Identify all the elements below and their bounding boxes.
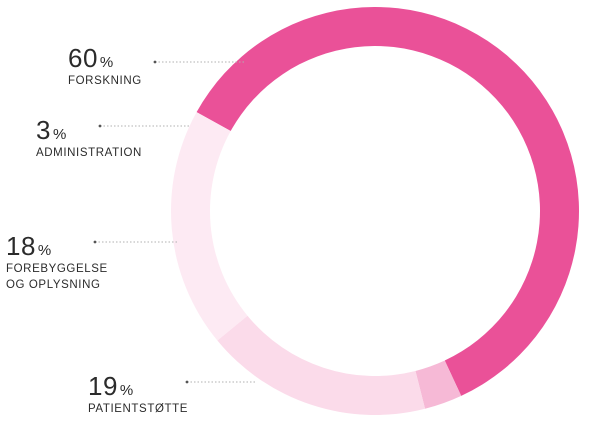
leader-dot-1	[98, 124, 102, 128]
slice-value: 3	[36, 115, 51, 145]
slice-label-forebyggelse: 18 % FOREBYGGELSE OG OPLYSNING	[6, 233, 108, 293]
slice-value: 60	[68, 43, 98, 73]
donut-slice-2	[217, 315, 426, 415]
leader-dot-0	[153, 60, 157, 64]
percent-sign: %	[99, 54, 114, 71]
slice-name: PATIENTSTØTTE	[88, 403, 189, 415]
donut-slice-3	[171, 112, 248, 341]
leader-lines	[93, 60, 255, 384]
slice-name-line-2: OG OPLYSNING	[6, 279, 101, 291]
slice-name-line-1: FOREBYGGELSE	[6, 263, 108, 275]
slice-value: 19	[88, 371, 118, 401]
slice-name: ADMINISTRATION	[36, 147, 142, 159]
slice-name: FORSKNING	[68, 75, 142, 87]
slice-label-patientstotte: 19 % PATIENTSTØTTE	[88, 373, 188, 417]
donut-slice-1	[415, 360, 462, 409]
donut-slices	[171, 6, 580, 415]
percent-sign: %	[52, 126, 67, 143]
leader-dot-2	[93, 240, 97, 244]
slice-label-administration: 3 % ADMINISTRATION	[36, 117, 142, 161]
percent-sign: %	[119, 382, 134, 399]
percent-sign: %	[37, 242, 52, 259]
slice-label-forskning: 60 % FORSKNING	[68, 45, 142, 89]
leader-dot-3	[185, 380, 189, 384]
slice-value: 18	[6, 231, 36, 261]
